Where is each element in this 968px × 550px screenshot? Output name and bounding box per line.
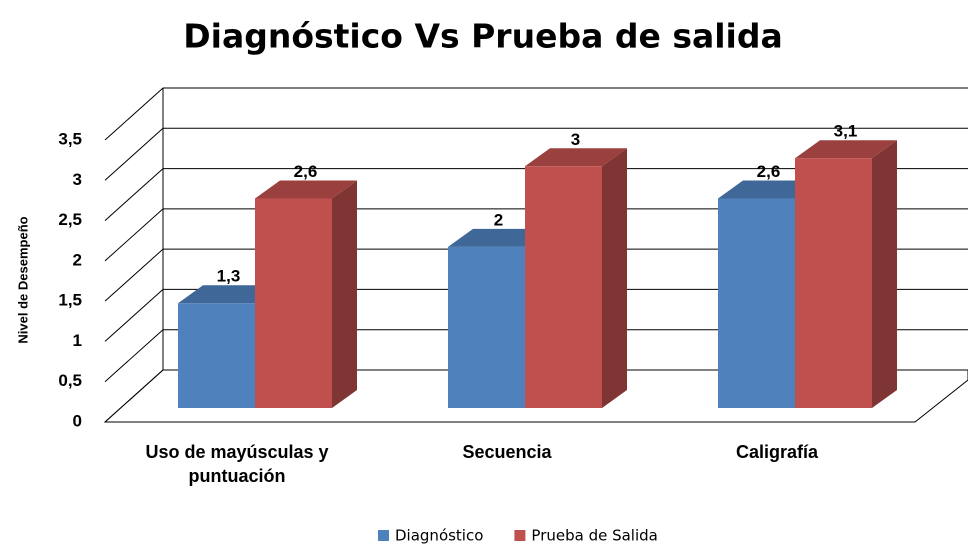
x-tick-label: Caligrafía — [735, 442, 819, 462]
bar-side — [872, 140, 897, 408]
data-label: 1,3 — [217, 267, 241, 286]
y-tick-label: 3 — [73, 170, 82, 189]
bar — [448, 246, 525, 408]
legend-label: Prueba de Salida — [531, 527, 657, 545]
bar-top — [795, 140, 897, 159]
bar-top — [178, 285, 280, 304]
data-label: 3,1 — [834, 122, 858, 141]
data-label: 2 — [494, 210, 503, 229]
grid-line — [104, 208, 968, 262]
bar-top — [525, 148, 627, 167]
bar — [718, 198, 795, 408]
legend-swatch — [378, 530, 389, 541]
y-tick-label: 1,5 — [58, 291, 82, 310]
chart-title: Diagnóstico Vs Prueba de salida — [183, 17, 783, 56]
y-axis-label: Nivel de Desempeño — [15, 216, 30, 343]
legend-swatch — [514, 530, 526, 541]
bar-top — [255, 180, 357, 199]
grid-line — [104, 288, 968, 342]
y-tick-label: 0 — [73, 411, 82, 430]
bar-side — [332, 180, 357, 408]
legend-label: Diagnóstico — [395, 527, 483, 545]
bar — [255, 198, 332, 408]
y-tick-label: 2,5 — [58, 210, 82, 229]
bar — [525, 166, 602, 408]
y-tick-label: 3,5 — [58, 129, 82, 148]
bar-side — [602, 148, 627, 409]
y-tick-label: 2 — [73, 250, 82, 269]
bar-top — [448, 228, 550, 247]
y-tick-label: 1 — [73, 331, 82, 350]
grid-line — [104, 127, 968, 181]
y-tick-label: 0,5 — [58, 371, 82, 390]
grid-line — [104, 87, 968, 141]
data-label: 2,6 — [294, 162, 318, 181]
grid-line — [104, 369, 968, 423]
data-label: 2,6 — [757, 162, 781, 181]
x-tick-label: Secuencia — [462, 442, 552, 462]
grid-line — [104, 329, 968, 383]
bar — [795, 158, 872, 408]
x-tick-label: Uso de mayúsculas y puntuación — [145, 442, 329, 486]
bar-top — [718, 180, 820, 199]
grid-line — [104, 168, 968, 221]
grid-line — [104, 248, 968, 302]
bar — [178, 303, 255, 408]
data-label: 3 — [571, 130, 580, 149]
